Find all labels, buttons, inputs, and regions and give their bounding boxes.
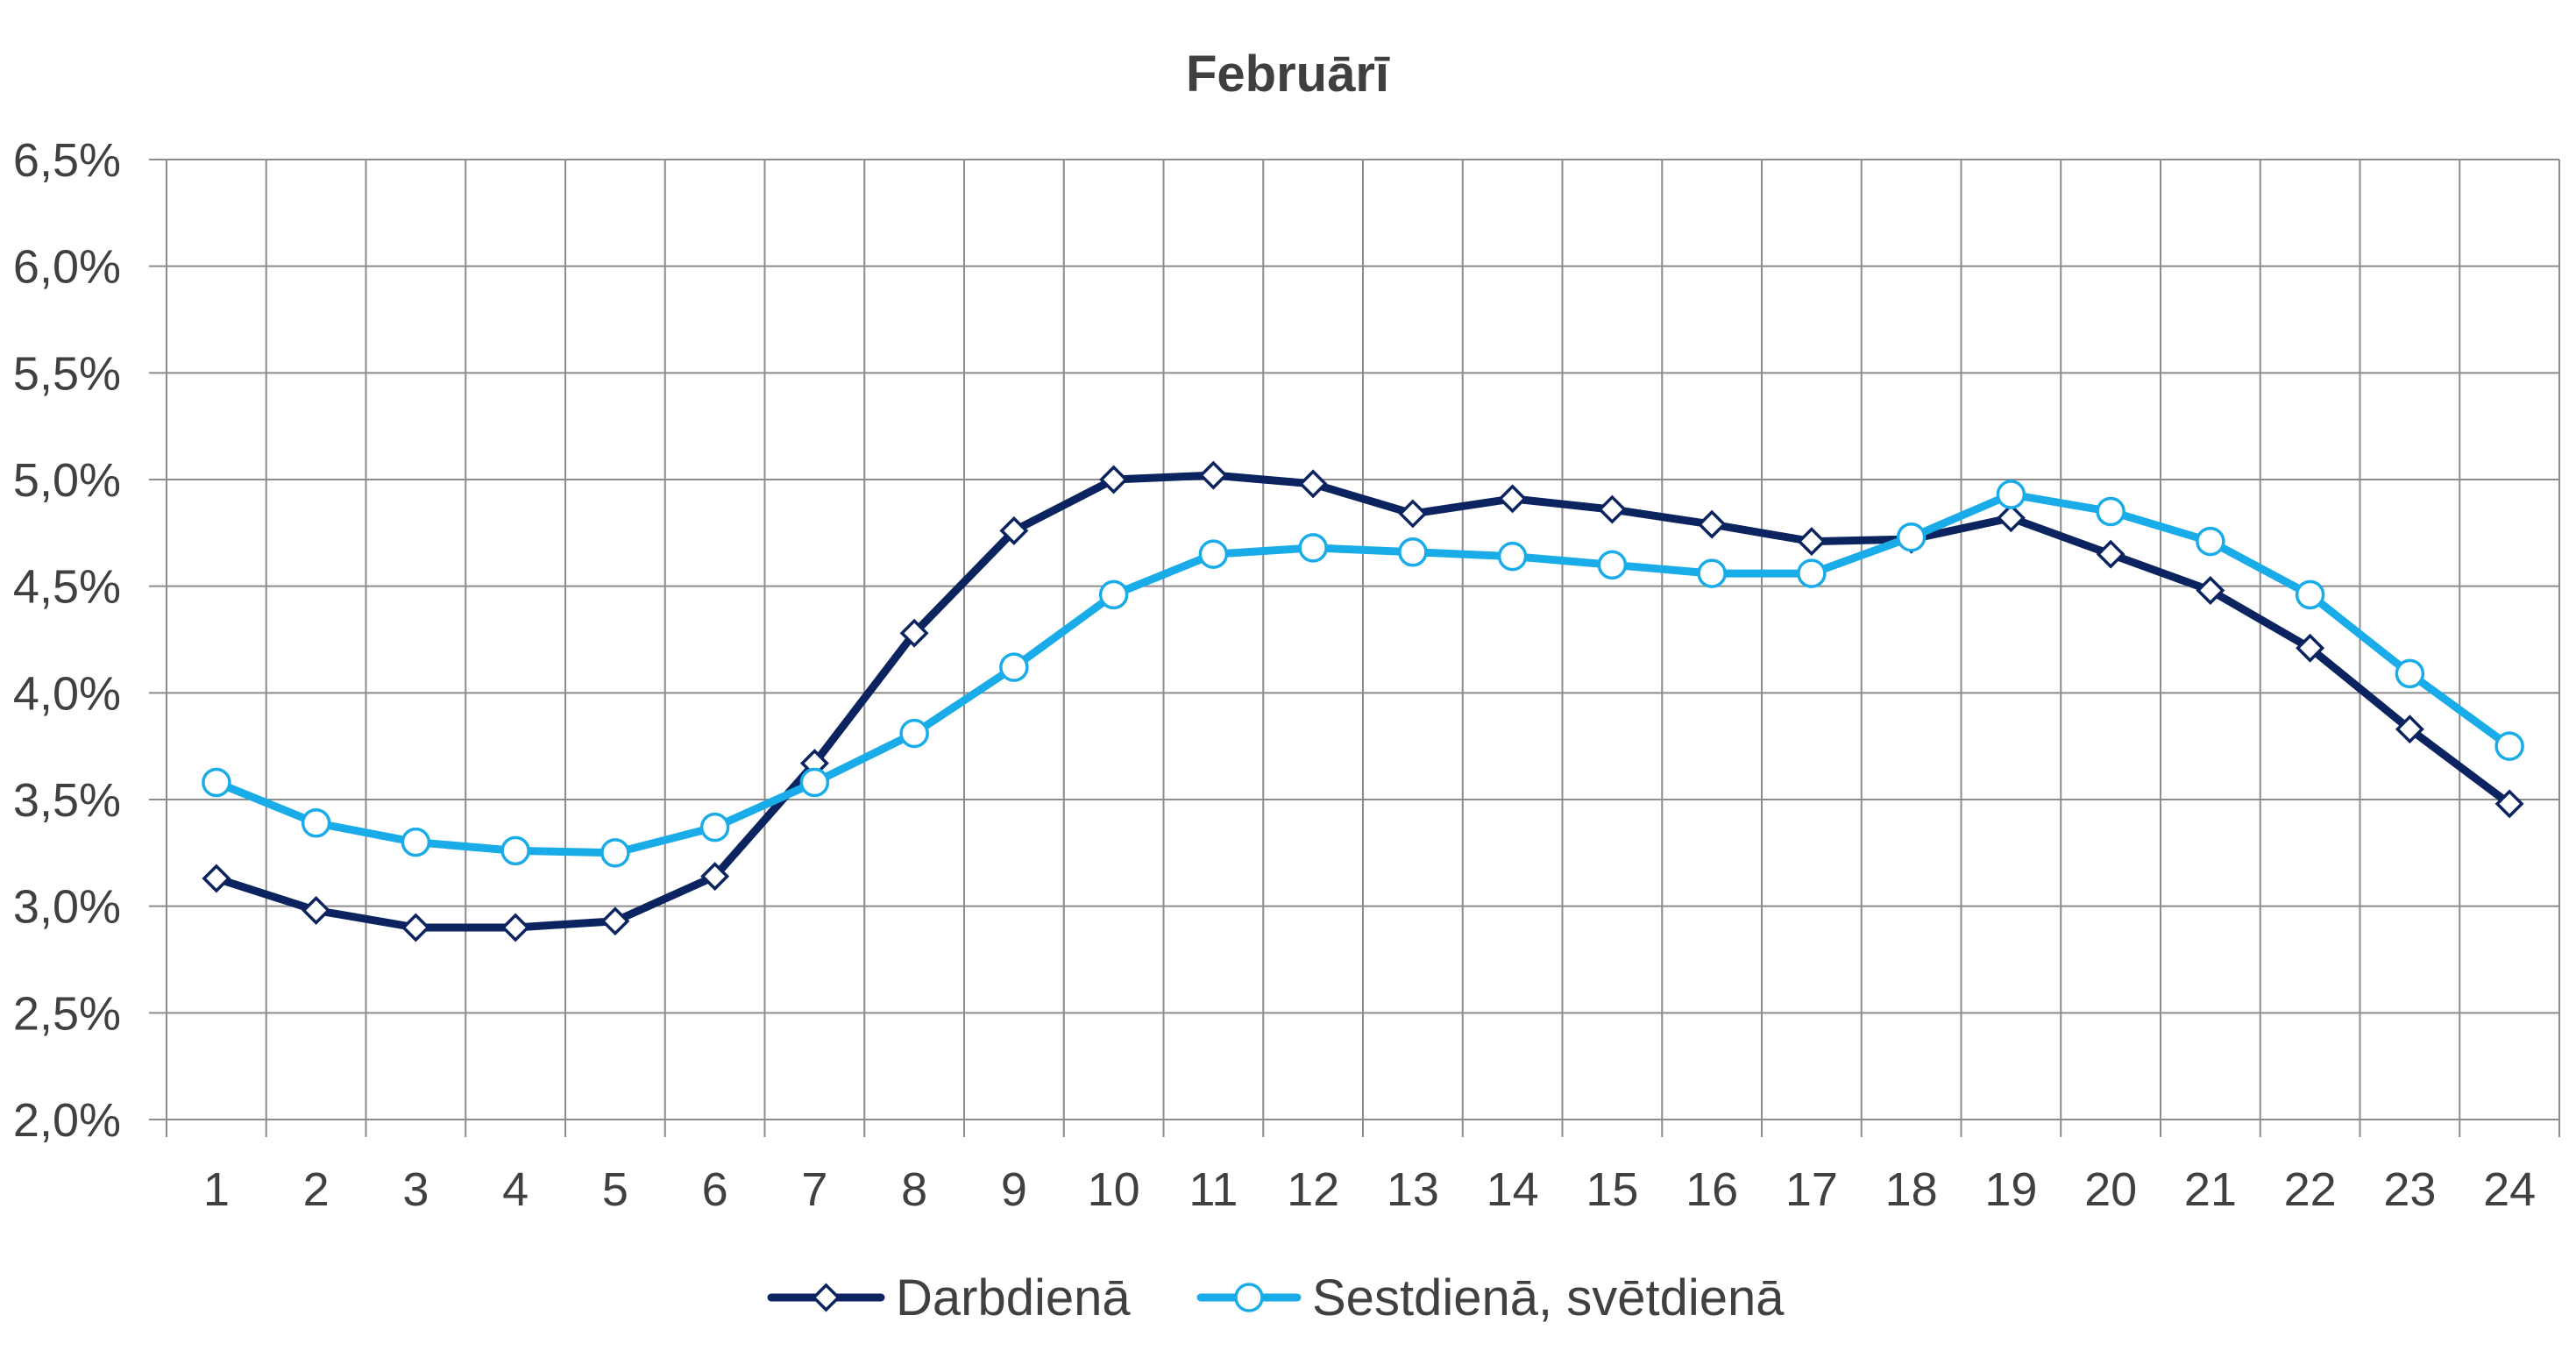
x-tick-label: 20 [2084, 1163, 2137, 1216]
data-point [600, 838, 630, 868]
data-point [1298, 469, 1328, 499]
data-point [2096, 496, 2125, 527]
data-point [1697, 509, 1727, 539]
grid [166, 159, 2560, 1137]
data-point [2494, 731, 2524, 761]
data-point [1098, 579, 1129, 610]
x-tick-label: 15 [1586, 1163, 1638, 1216]
data-point [500, 913, 530, 942]
data-point [301, 808, 331, 838]
legend-marker [812, 1283, 841, 1312]
data-point [1697, 558, 1727, 588]
data-point [1198, 460, 1228, 490]
data-point [500, 835, 530, 866]
legend-item: Darbdienā [767, 1269, 1131, 1326]
x-tick-label: 22 [2284, 1163, 2337, 1216]
y-tick-label: 5,5% [13, 347, 121, 400]
y-tick-label: 2,5% [13, 987, 121, 1040]
y-tick-label: 6,5% [13, 134, 121, 187]
data-point [2395, 714, 2424, 744]
data-point [2395, 658, 2425, 689]
data-point [1198, 539, 1229, 569]
x-tick-label: 21 [2184, 1163, 2237, 1216]
x-tick-label: 24 [2483, 1163, 2536, 1216]
x-tick-label: 19 [1984, 1163, 2037, 1216]
legend-marker [1234, 1283, 1264, 1312]
legend: Darbdienā Sestdienā, svētdienā [767, 1269, 1785, 1326]
data-point [1797, 558, 1827, 588]
data-point [999, 652, 1029, 682]
data-point [700, 862, 730, 892]
x-tick-label: 17 [1785, 1163, 1838, 1216]
x-tick-label: 11 [1189, 1163, 1238, 1216]
legend-label: Darbdienā [896, 1269, 1131, 1326]
data-point [1896, 522, 1927, 552]
y-tick-label: 2,0% [13, 1094, 121, 1147]
y-tick-label: 6,0% [13, 241, 121, 294]
x-tick-label: 4 [502, 1163, 529, 1216]
x-tick-label: 1 [203, 1163, 230, 1216]
data-point [302, 896, 331, 926]
x-tick-label: 23 [2383, 1163, 2436, 1216]
data-point [401, 913, 430, 942]
data-point [899, 618, 929, 648]
series-line [212, 471, 2514, 932]
data-point [1797, 527, 1827, 557]
legend-item: Sestdienā, svētdienā [1196, 1269, 1785, 1326]
data-point [2296, 633, 2325, 663]
data-point [1099, 465, 1129, 494]
x-tick-label: 2 [303, 1163, 330, 1216]
x-tick-label: 8 [901, 1163, 927, 1216]
x-tick-label: 10 [1088, 1163, 1140, 1216]
data-point [1497, 541, 1528, 572]
y-tick-label: 3,0% [13, 881, 121, 934]
series-2 [202, 480, 2524, 868]
data-point [1398, 499, 1428, 529]
data-point [2196, 526, 2225, 557]
series [202, 460, 2524, 942]
y-tick-label: 5,0% [13, 454, 121, 507]
axes: 2,0% 2,5% 3,0% 3,5% 4,0% 4,5% 5,0% 5,5% 6,0% 6,5%… [13, 134, 2536, 1216]
data-point [1597, 494, 1627, 524]
x-tick-label: 5 [602, 1163, 628, 1216]
data-point [1597, 550, 1628, 580]
data-point [202, 864, 231, 893]
x-tick-label: 7 [801, 1163, 827, 1216]
legend-label: Sestdienā, svētdienā [1312, 1269, 1785, 1326]
y-tick-label: 3,5% [13, 774, 121, 827]
data-point [401, 827, 431, 857]
x-tick-label: 6 [702, 1163, 728, 1216]
data-point [2196, 576, 2225, 606]
x-tick-label: 13 [1387, 1163, 1439, 1216]
series-1 [202, 460, 2524, 942]
data-point [1398, 537, 1428, 567]
data-point [699, 812, 730, 842]
data-point [1298, 533, 1328, 563]
data-point [2096, 539, 2125, 569]
chart-title: Februārī [1186, 46, 1390, 103]
data-point [1498, 484, 1528, 514]
data-point [600, 906, 630, 936]
data-point [799, 767, 830, 798]
x-tick-label: 16 [1685, 1163, 1738, 1216]
x-tick-label: 18 [1885, 1163, 1938, 1216]
data-point [202, 767, 231, 798]
data-point [899, 718, 929, 749]
data-point [1996, 503, 2026, 533]
y-tick-label: 4,5% [13, 561, 121, 614]
data-point [1996, 480, 2026, 509]
data-point [2494, 789, 2524, 819]
data-point [2295, 579, 2325, 610]
series-line [212, 490, 2514, 857]
x-tick-label: 14 [1487, 1163, 1539, 1216]
x-tick-label: 12 [1287, 1163, 1339, 1216]
x-tick-label: 9 [1001, 1163, 1027, 1216]
y-tick-label: 4,0% [13, 667, 121, 720]
x-tick-label: 3 [402, 1163, 429, 1216]
data-point [999, 515, 1029, 545]
